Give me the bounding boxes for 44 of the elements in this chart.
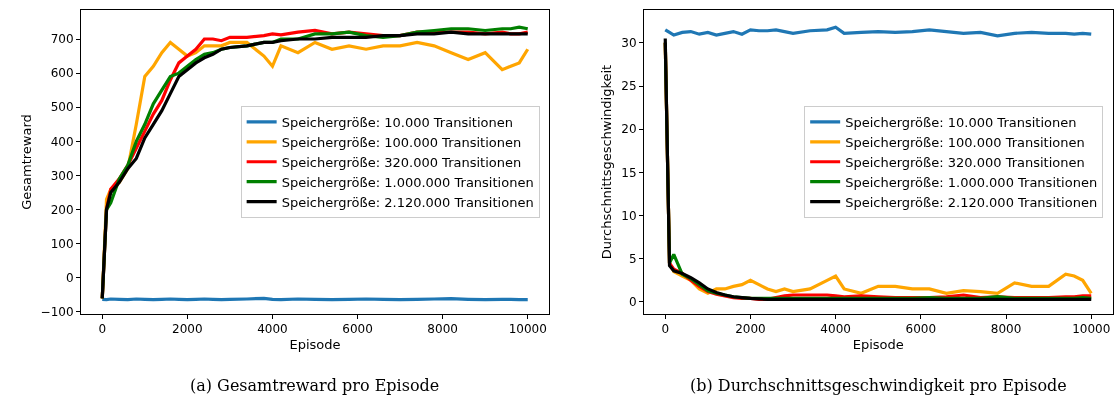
x-tick-label: 6000: [905, 322, 937, 337]
legend-label: Speichergröße: 10.000 Transitionen: [845, 115, 1077, 131]
legend-label: Speichergröße: 320.000 Transitionen: [845, 154, 1085, 170]
x-tick-label: 4000: [820, 322, 851, 337]
y-tick-label: 400: [50, 134, 74, 149]
y-tick-label: 300: [50, 168, 74, 183]
y-tick-label: 0: [628, 295, 637, 310]
x-axis-title: Episode: [852, 337, 904, 352]
legend-label: Speichergröße: 2.120.000 Transitionen: [281, 194, 534, 210]
y-tick-label: 200: [50, 202, 74, 217]
x-tick-label: 10000: [508, 322, 547, 337]
y-tick-label: 15: [621, 165, 637, 180]
y-tick-label: 30: [621, 36, 637, 51]
legend-label: Speichergröße: 320.000 Transitionen: [281, 154, 522, 170]
x-tick-label: 2000: [735, 322, 766, 337]
legend-label: Speichergröße: 1.000.000 Transitionen: [281, 174, 534, 190]
legend-label: Speichergröße: 100.000 Transitionen: [845, 134, 1085, 150]
y-axis-title: Durchschnittsgeschwindigkeit: [599, 64, 615, 260]
legend-label: Speichergröße: 1.000.000 Transitionen: [845, 174, 1098, 190]
text: (b) Durchschnittsgeschwindigkeit pro Episode: [690, 376, 1067, 395]
x-tick-label: 4000: [257, 322, 288, 337]
y-tick-label: 700: [50, 32, 74, 47]
x-tick-label: 0: [98, 322, 107, 337]
y-tick-label: −100: [40, 305, 74, 320]
y-tick-label: 500: [50, 100, 74, 115]
y-tick-label: 0: [65, 271, 74, 286]
y-tick-label: 100: [50, 236, 74, 251]
y-tick-label: 600: [50, 66, 74, 81]
legend-label: Speichergröße: 10.000 Transitionen: [281, 115, 513, 131]
legend-label: Speichergröße: 100.000 Transitionen: [281, 134, 522, 150]
legend-label: Speichergröße: 2.120.000 Transitionen: [845, 194, 1098, 210]
y-axis-title: Gesamtreward: [18, 114, 34, 210]
y-tick-label: 10: [621, 208, 637, 223]
x-axis-title: Episode: [289, 337, 341, 352]
text: (a) Gesamtreward pro Episode: [190, 376, 440, 395]
x-tick-label: 8000: [990, 322, 1022, 337]
x-tick-label: 6000: [342, 322, 373, 337]
x-tick-label: 8000: [427, 322, 458, 337]
x-tick-label: 10000: [1072, 322, 1111, 337]
y-tick-label: 5: [628, 251, 637, 266]
y-tick-label: 20: [621, 122, 637, 137]
x-tick-label: 2000: [172, 322, 203, 337]
y-tick-label: 25: [621, 79, 637, 94]
x-tick-label: 0: [661, 322, 670, 337]
